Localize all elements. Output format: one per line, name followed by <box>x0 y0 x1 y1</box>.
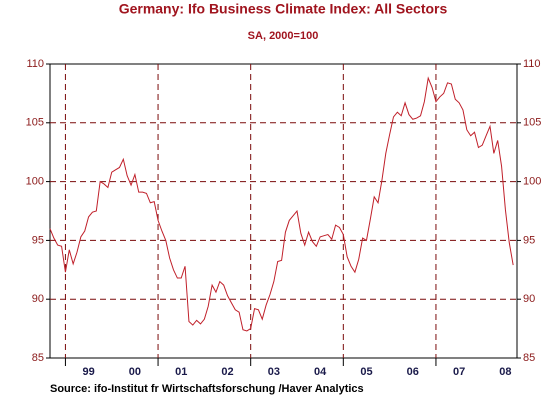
plot-frame <box>49 63 518 359</box>
y-tick-label: 85 <box>32 352 44 364</box>
x-tick-label: 07 <box>453 366 465 378</box>
chart-title: Germany: Ifo Business Climate Index: All… <box>119 1 448 17</box>
chart-subtitle: SA, 2000=100 <box>248 30 319 42</box>
x-tick-label: 00 <box>129 366 141 378</box>
y2-tick-label: 110 <box>523 58 541 70</box>
y-tick-label: 100 <box>26 176 44 188</box>
y2-tick-label: 95 <box>523 234 535 246</box>
x-tick-label: 08 <box>499 366 511 378</box>
y2-tick-label: 100 <box>523 176 541 188</box>
x-tick-label: 04 <box>314 366 327 378</box>
y-tick-label: 95 <box>32 234 44 246</box>
x-tick-label: 99 <box>82 366 94 378</box>
y-tick-label: 110 <box>26 58 44 70</box>
x-tick-label: 03 <box>268 366 280 378</box>
data-line <box>49 76 514 332</box>
y2-tick-label: 105 <box>523 117 541 129</box>
x-tick-label: 06 <box>407 366 419 378</box>
y-tick-label: 105 <box>26 117 44 129</box>
source-note: Source: ifo-Institut fr Wirtschaftsforsc… <box>50 383 364 395</box>
y-tick-label: 90 <box>32 293 44 305</box>
y2-tick-label: 90 <box>523 293 535 305</box>
x-tick-label: 05 <box>360 366 372 378</box>
x-tick-label: 02 <box>221 366 233 378</box>
x-tick-label: 01 <box>175 366 187 378</box>
y2-tick-label: 85 <box>523 352 535 364</box>
